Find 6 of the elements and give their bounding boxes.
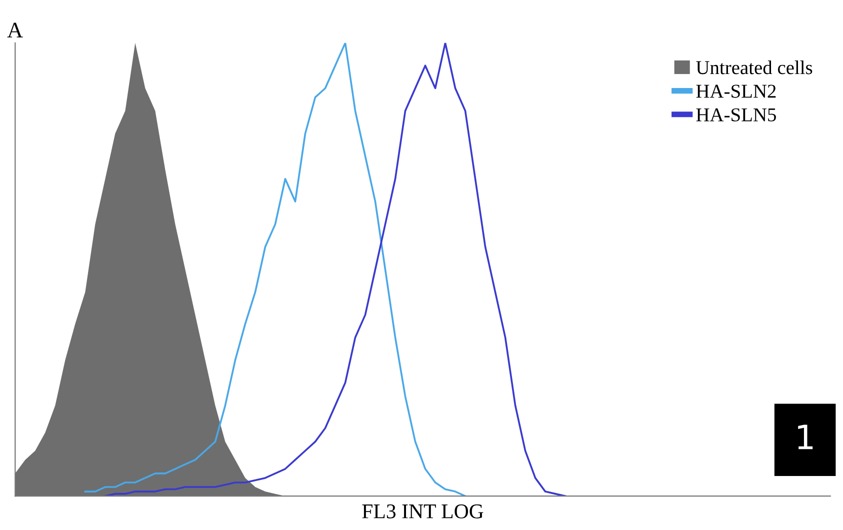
x-axis-title: FL3 INT LOG [362, 504, 484, 518]
legend-label: Untreated cells [696, 60, 812, 74]
chart-title: A [7, 22, 23, 38]
annotation: 1 [798, 424, 813, 450]
legend-label: HA-SLN2 [696, 84, 776, 98]
legend-label: HA-SLN5 [696, 108, 776, 122]
